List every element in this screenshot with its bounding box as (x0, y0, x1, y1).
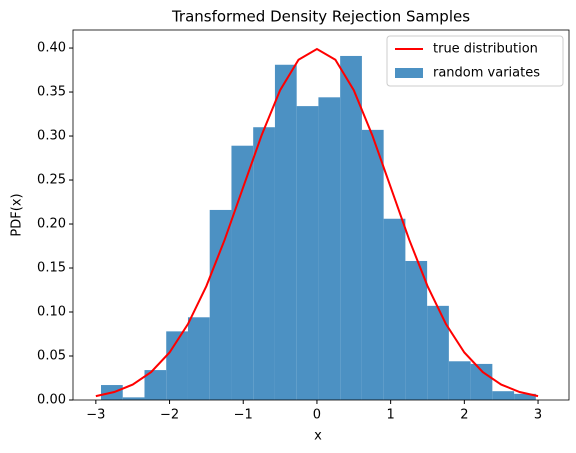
histogram-bar (253, 127, 275, 400)
y-tick-label: 0.00 (37, 393, 66, 408)
histogram-bar (122, 397, 145, 400)
y-tick-label: 0.30 (37, 129, 66, 144)
x-tick-label: −2 (160, 408, 179, 423)
histogram-bar (187, 317, 210, 400)
y-tick-label: 0.40 (37, 41, 66, 56)
histogram-bar (383, 218, 406, 400)
x-tick-label: 2 (460, 408, 468, 423)
histogram-bar (405, 260, 428, 400)
y-axis-label: PDF(x) (10, 193, 25, 236)
histogram-bar (470, 363, 493, 400)
histogram-bar (274, 64, 297, 401)
legend-box (386, 35, 564, 87)
x-tick-label: 0 (313, 408, 321, 423)
legend-swatch (395, 68, 423, 78)
x-tick-label: −1 (234, 408, 253, 423)
histogram-bar (296, 106, 319, 401)
histogram-bar (492, 391, 515, 400)
histogram-bar (361, 129, 384, 400)
histogram-bar (209, 209, 232, 400)
legend-label: true distribution (433, 42, 538, 57)
y-tick-label: 0.35 (37, 85, 66, 100)
histogram-bar (318, 97, 341, 401)
x-tick-label: 3 (534, 408, 542, 423)
histogram-bar (231, 145, 254, 400)
x-tick-label: 1 (387, 408, 395, 423)
histogram-bar (514, 393, 536, 400)
histogram-bar (144, 370, 167, 400)
y-tick-label: 0.05 (37, 349, 66, 364)
y-tick-label: 0.25 (37, 173, 66, 188)
y-tick-label: 0.10 (37, 305, 66, 320)
chart-title: Transformed Density Rejection Samples (171, 8, 470, 26)
pdf-line (95, 47, 539, 398)
histogram-bar (427, 305, 449, 400)
x-tick-label: −3 (86, 408, 105, 423)
plot-frame (72, 29, 570, 401)
histogram-bar (448, 361, 471, 400)
y-tick-label: 0.15 (37, 261, 66, 276)
legend-label: random variates (433, 66, 540, 81)
x-axis-label: x (314, 429, 322, 444)
y-tick-label: 0.20 (37, 217, 66, 232)
histogram-bar (340, 55, 362, 401)
